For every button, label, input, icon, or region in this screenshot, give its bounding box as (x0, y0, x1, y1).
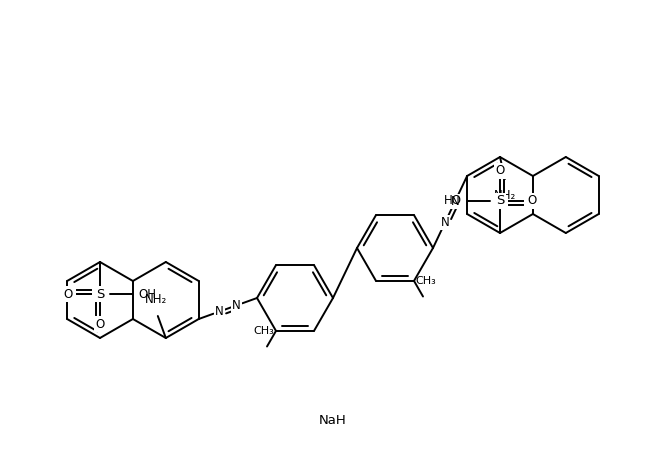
Text: O: O (95, 318, 105, 331)
Text: O: O (527, 194, 537, 207)
Text: NaH: NaH (319, 413, 347, 426)
Text: N: N (451, 195, 460, 208)
Text: N: N (214, 305, 224, 318)
Text: S: S (496, 194, 504, 207)
Text: CH₃: CH₃ (254, 326, 274, 337)
Text: S: S (96, 288, 104, 300)
Text: HO: HO (444, 194, 462, 207)
Text: O: O (496, 164, 505, 177)
Text: N: N (440, 216, 450, 229)
Text: O: O (63, 288, 73, 300)
Text: NH₂: NH₂ (494, 189, 516, 202)
Text: N: N (232, 299, 241, 312)
Text: OH: OH (138, 288, 156, 300)
Text: NH₂: NH₂ (145, 293, 167, 306)
Text: CH₃: CH₃ (416, 276, 436, 287)
